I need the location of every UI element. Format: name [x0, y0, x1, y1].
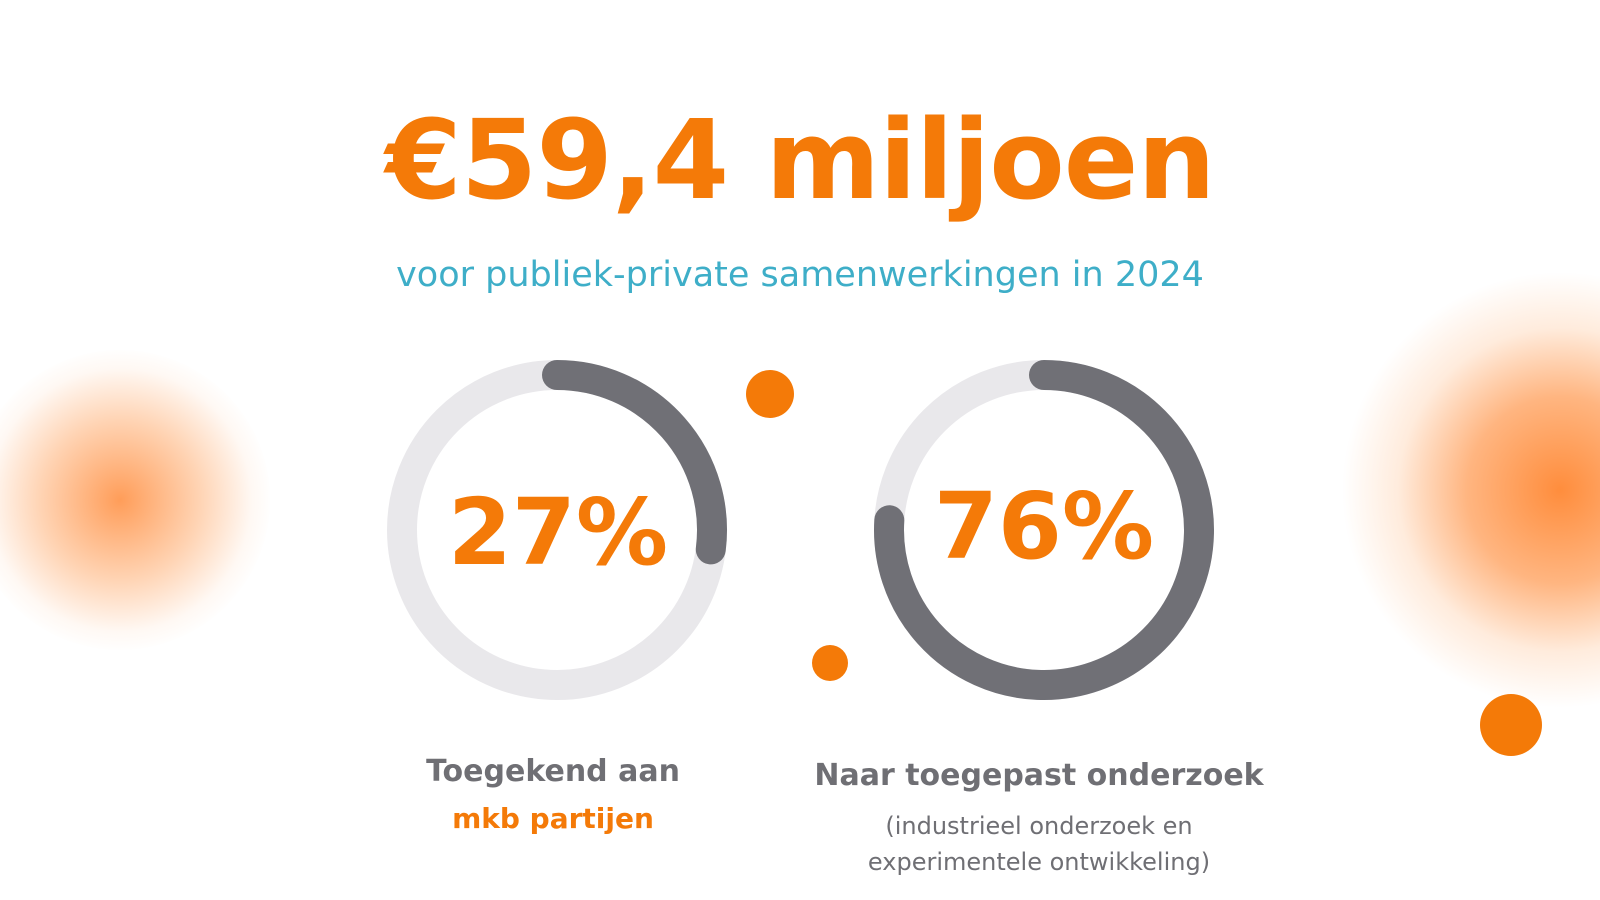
decorative-glow-left	[0, 350, 270, 650]
percentage-label-1: 27%	[447, 479, 669, 586]
caption-1-line-2: mkb partijen	[452, 802, 654, 835]
subheadline: voor publiek-private samenwerkingen in 2…	[396, 255, 1204, 295]
caption-2-line-2: (industrieel onderzoek en	[885, 812, 1193, 840]
decorative-dot	[812, 645, 848, 681]
caption-1-line-1: Toegekend aan	[426, 754, 680, 789]
decorative-dot	[746, 370, 794, 418]
caption-2-line-1: Naar toegepast onderzoek	[814, 758, 1264, 793]
percentage-label-2: 76%	[933, 473, 1155, 580]
headline-amount: €59,4 miljoen	[385, 96, 1215, 224]
donut-arc-1	[542, 360, 727, 565]
caption-2-line-3: experimentele ontwikkeling)	[867, 848, 1211, 876]
donut-arc-2	[874, 360, 1214, 700]
decorative-dot	[1480, 694, 1542, 756]
